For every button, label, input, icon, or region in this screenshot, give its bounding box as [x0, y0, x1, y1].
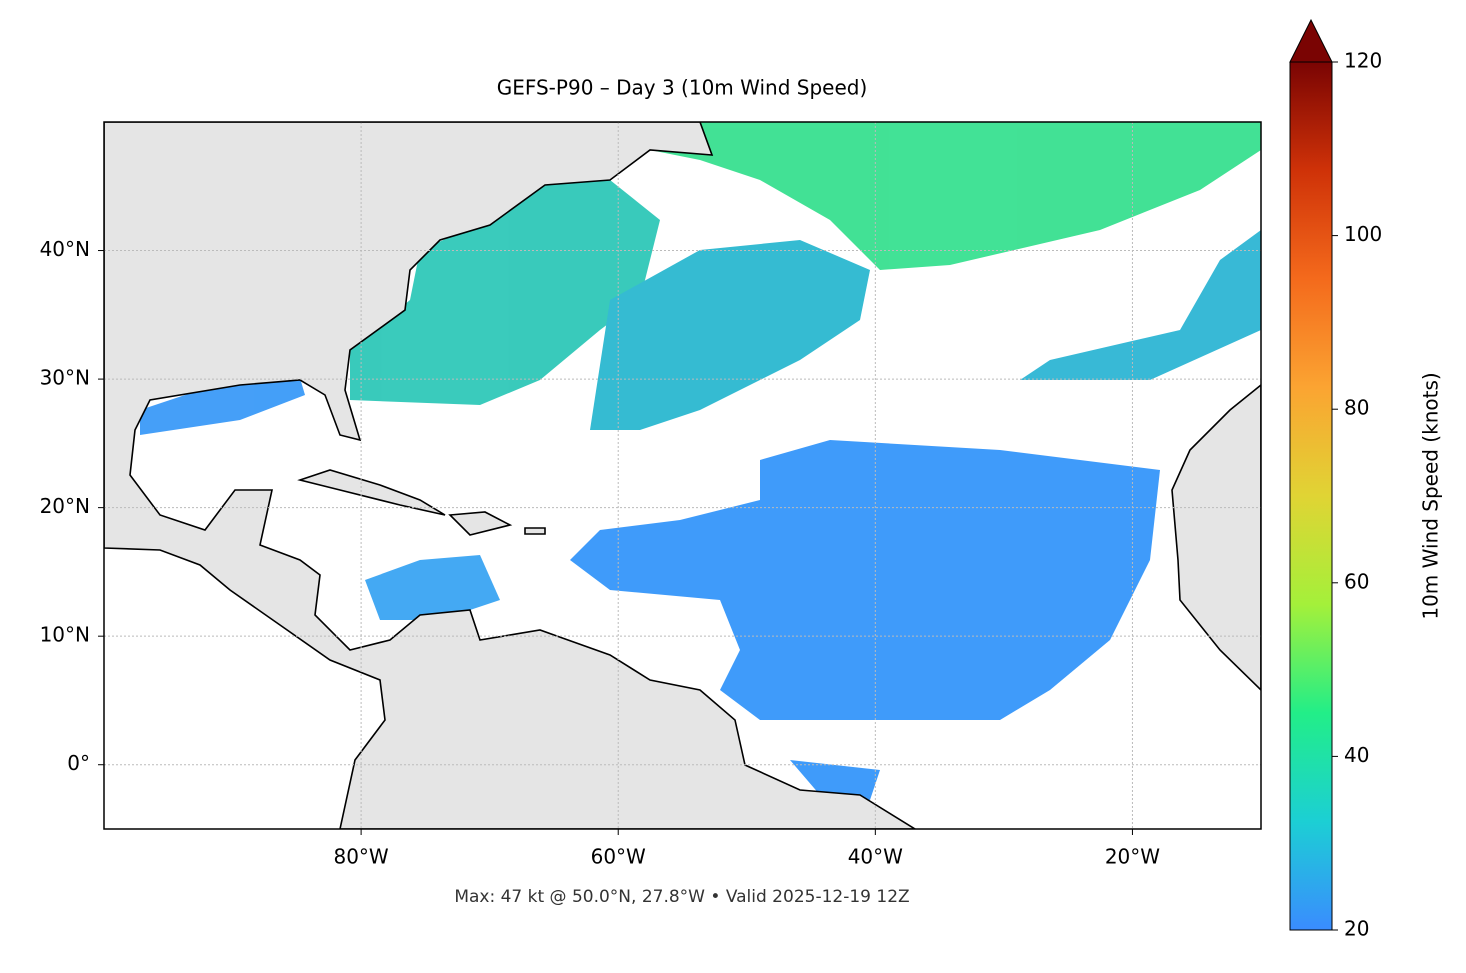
colorbar-tick-label: 20: [1344, 917, 1369, 941]
wind-area: [1020, 230, 1261, 380]
x-tick-label: 60°W: [591, 845, 646, 869]
x-tick-label: 80°W: [333, 845, 388, 869]
y-tick-label: 20°N: [40, 494, 90, 518]
y-tick-label: 40°N: [40, 237, 90, 261]
x-tick-label: 20°W: [1105, 845, 1160, 869]
colorbar-tick-label: 120: [1344, 49, 1382, 73]
colorbar-tick-label: 80: [1344, 396, 1369, 420]
map-frame: [103, 121, 1262, 830]
colorbar-tick-label: 60: [1344, 569, 1369, 593]
hispaniola: [448, 511, 513, 536]
footer-note: Max: 47 kt @ 50.0°N, 27.8°W • Valid 2025…: [454, 887, 909, 907]
wind-area: [350, 180, 660, 405]
colorbar-label: 10m Wind Speed (knots): [1419, 372, 1443, 619]
map-body: [104, 122, 1261, 829]
map-title: GEFS-P90 – Day 3 (10m Wind Speed): [497, 76, 868, 100]
wind-area: [365, 555, 500, 620]
wind-area: [590, 240, 870, 430]
y-tick-label: 10°N: [40, 623, 90, 647]
wind-area: [570, 440, 1160, 720]
x-tick-label: 40°W: [848, 845, 903, 869]
wind-area: [140, 378, 305, 435]
colorbar: 10m Wind Speed (knots) 20 40 60 80 100 120: [1289, 18, 1443, 941]
y-tick-label: 0°: [67, 751, 90, 775]
land: [104, 122, 1261, 829]
africa: [1171, 383, 1261, 692]
colorbar-bar: [1289, 61, 1333, 931]
wind-area: [560, 122, 1261, 270]
americas: [104, 122, 917, 829]
wind-area: [790, 760, 880, 800]
colorbar-extend: [1289, 18, 1333, 63]
y-tick-label: 30°N: [40, 366, 90, 390]
puerto-rico: [524, 527, 546, 535]
graticule: [104, 122, 1261, 829]
colorbar-tick-label: 100: [1344, 222, 1382, 246]
colorbar-tick-label: 40: [1344, 743, 1369, 767]
